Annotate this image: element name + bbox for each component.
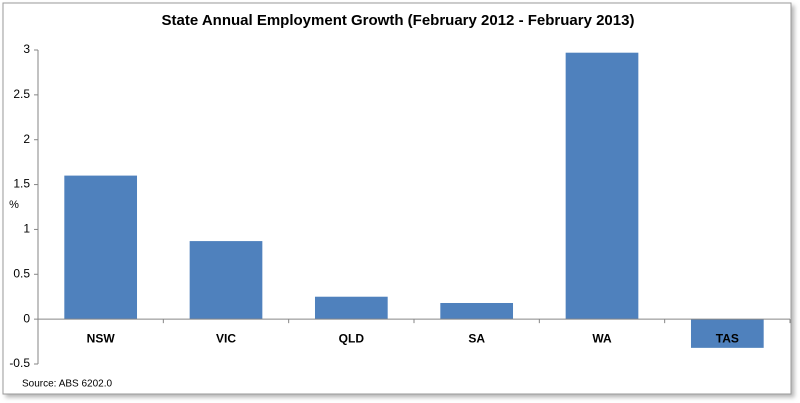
bar — [314, 296, 388, 320]
bar — [565, 52, 639, 320]
y-tick-label: 3 — [23, 42, 30, 56]
x-tick-label: WA — [592, 331, 612, 345]
bar — [690, 319, 764, 348]
bar — [64, 175, 138, 320]
bar — [189, 241, 263, 320]
x-tick-label: QLD — [339, 331, 365, 345]
x-tick-label: NSW — [87, 331, 116, 345]
x-tick-label: TAS — [716, 331, 739, 345]
y-tick-label: 0.5 — [13, 266, 30, 280]
y-tick-label: 2.5 — [13, 87, 30, 101]
y-tick-label: 1.5 — [13, 177, 30, 191]
x-tick-label: VIC — [216, 331, 236, 345]
y-axis-label: % — [9, 199, 19, 211]
y-tick-label: 0 — [23, 311, 30, 325]
y-tick-label: -0.5 — [9, 356, 30, 370]
bar — [440, 302, 514, 320]
y-tick-label: 1 — [23, 222, 30, 236]
source-note: Source: ABS 6202.0 — [22, 379, 113, 390]
chart-title: State Annual Employment Growth (February… — [162, 12, 635, 29]
x-tick-label: SA — [468, 331, 485, 345]
y-tick-label: 2 — [23, 132, 30, 146]
